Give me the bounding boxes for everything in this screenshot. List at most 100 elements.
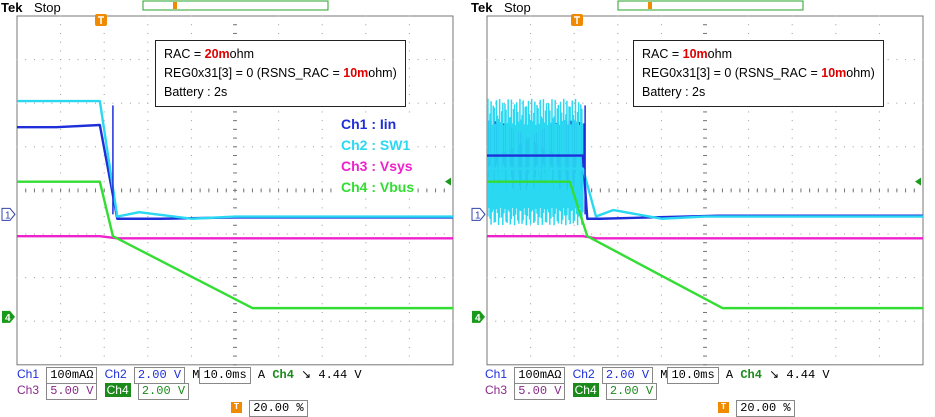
grid-dot [278,329,280,331]
grid-dot [617,216,619,218]
grid-dot [269,233,271,235]
center-tick [147,188,149,193]
grid-dot [417,277,419,279]
center-tick [330,188,332,193]
trace-ch4 [487,180,923,310]
center-tick [678,188,680,193]
grid-dot [103,355,105,357]
grid-dot [617,76,619,78]
grid-dot [321,259,323,261]
grid-dot [25,320,27,322]
center-tick [33,188,35,193]
ch3-scale: 5.00 V [514,383,566,400]
grid-dot [103,163,105,165]
grid-dot [617,155,619,157]
grid-dot [199,146,201,148]
center-tick [913,188,915,193]
center-tick [703,15,707,17]
grid-dot [835,320,837,322]
grid-dot [60,285,62,287]
grid-dot [669,146,671,148]
center-tick [156,188,158,193]
grid-dot [16,59,18,61]
grid-dot [791,303,793,305]
record-window-indicator [617,0,804,11]
grid-dot [278,294,280,296]
grid-dot [660,242,662,244]
grid-dot [748,294,750,296]
grid-dot [103,311,105,313]
grid-dot [503,233,505,235]
grid-dot [147,76,149,78]
grid-dot [695,320,697,322]
grid-dot [835,15,837,17]
grid-dot [852,320,854,322]
grid-dot [190,172,192,174]
grid-dot [913,233,915,235]
grid-dot [347,277,349,279]
grid-dot [208,277,210,279]
grid-dot [278,277,280,279]
grid-dot [68,102,70,104]
grid-dot [573,59,575,61]
grid-dot [748,320,750,322]
grid-dot [60,250,62,252]
grid-dot [321,111,323,113]
grid-dot [278,24,280,26]
grid-dot [60,259,62,261]
grid-dot [669,277,671,279]
grid-dot [103,277,105,279]
grid-dot [94,277,96,279]
grid-dot [408,198,410,200]
grid-dot [356,277,358,279]
grid-dot [408,242,410,244]
grid-dot [225,277,227,279]
grid-dot [103,294,105,296]
grid-dot [896,233,898,235]
grid-dot [182,146,184,148]
grid-dot [251,146,253,148]
grid-dot [721,146,723,148]
grid-dot [60,163,62,165]
grid-dot [634,320,636,322]
grid-dot [765,277,767,279]
grid-dot [147,93,149,95]
grid-dot [573,85,575,87]
grid-dot [129,277,131,279]
grid-dot [826,277,828,279]
grid-dot [617,163,619,165]
grid-dot [321,364,323,366]
trigger-level-arrow-icon [915,177,921,186]
grid-dot [687,277,689,279]
grid-dot [626,233,628,235]
center-tick [617,188,619,193]
grid-dot [147,102,149,104]
grid-dot [330,233,332,235]
ch2-scale: 2.00 V [133,367,186,384]
grid-dot [687,320,689,322]
grid-dot [844,277,846,279]
grid-dot [608,233,610,235]
grid-dot [748,250,750,252]
grid-dot [748,242,750,244]
grid-dot [121,146,123,148]
grid-dot [835,224,837,226]
grid-dot [443,59,445,61]
grid-dot [573,259,575,261]
center-tick [703,189,707,191]
grid-dot [452,233,454,235]
grid-dot [774,320,776,322]
grid-dot [512,59,514,61]
grid-dot [408,111,410,113]
grid-dot [530,50,532,52]
grid-dot [817,320,819,322]
grid-dot [112,59,114,61]
center-tick [233,320,237,322]
grid-dot [486,233,488,235]
center-tick [426,188,428,193]
grid-dot [426,102,428,104]
grid-dot [835,163,837,165]
grid-dot [878,172,880,174]
grid-dot [321,311,323,313]
grid-dot [321,346,323,348]
